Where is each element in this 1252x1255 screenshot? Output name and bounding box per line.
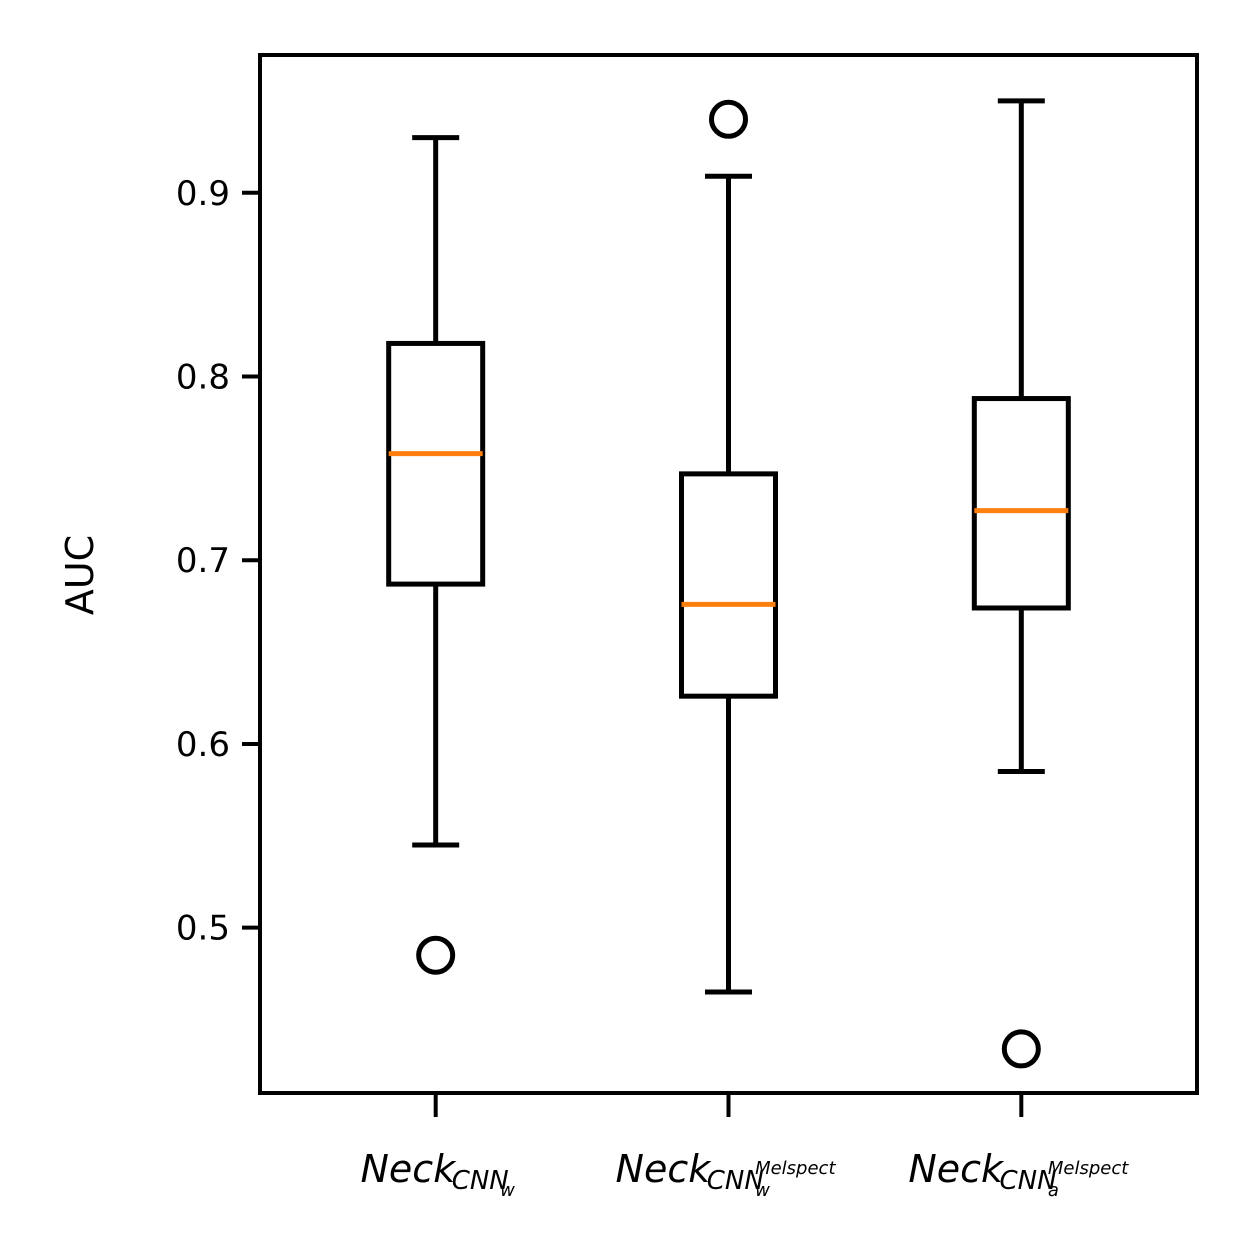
x-tick-label-sub: CNN — [707, 1166, 764, 1196]
y-tick-label: 0.6 — [176, 725, 230, 765]
y-tick-label: 0.8 — [176, 358, 230, 398]
x-tick-label-base: Neck — [616, 1147, 713, 1191]
y-tick-label: 0.9 — [176, 174, 230, 214]
iqr-box — [971, 396, 1071, 611]
x-tick-label-subsub: w — [500, 1180, 515, 1201]
x-tick-label-sub: CNN — [452, 1166, 509, 1196]
x-tick-label-base: Neck — [908, 1147, 1005, 1191]
y-axis-label: AUC — [58, 535, 102, 615]
box-2 — [679, 99, 778, 995]
x-tick-label-subsup: Melspect — [1048, 1158, 1129, 1179]
outlier-point — [1001, 1029, 1041, 1069]
y-tick-label: 0.5 — [176, 909, 230, 949]
outlier-point — [709, 99, 748, 139]
x-tick-label-sub: CNN — [1000, 1166, 1057, 1196]
x-tick-label-base: Neck — [361, 1147, 458, 1191]
y-tick-label: 0.7 — [176, 541, 230, 581]
box-3 — [971, 98, 1071, 1069]
x-tick-label-subsub: a — [1048, 1180, 1059, 1201]
x-tick-label-subsub: w — [755, 1180, 770, 1201]
iqr-box — [386, 340, 486, 587]
x-tick-label-subsup: Melspect — [755, 1158, 836, 1179]
box-1 — [386, 135, 486, 975]
outlier-point — [416, 935, 456, 975]
plot-area — [386, 98, 1071, 1069]
iqr-box — [679, 471, 778, 699]
